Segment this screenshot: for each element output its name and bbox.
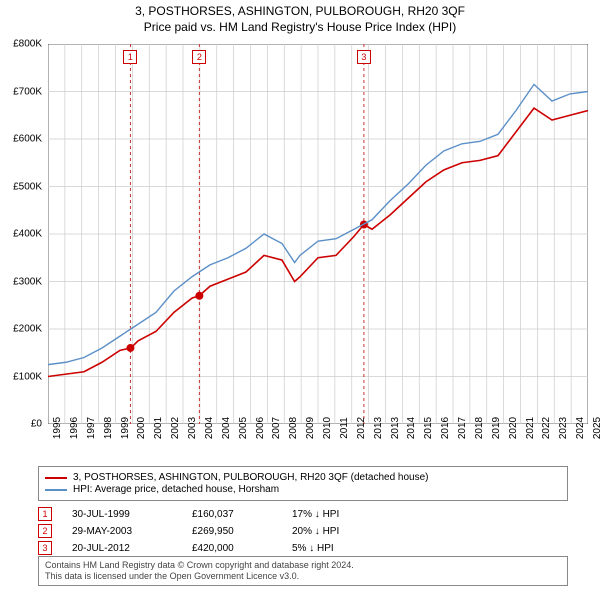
transaction-vs-hpi: 5% ↓ HPI [292,543,382,554]
chart-title-address: 3, POSTHORSES, ASHINGTON, PULBOROUGH, RH… [0,4,600,18]
transaction-date: 20-JUL-2012 [72,543,172,554]
transactions-table: 1 30-JUL-1999 £160,037 17% ↓ HPI 2 29-MAY-200… [38,504,568,558]
y-tick-label: £0 [31,419,42,430]
transaction-vs-hpi: 20% ↓ HPI [292,526,382,537]
x-tick-label: 2002 [170,417,181,439]
x-tick-label: 2019 [491,417,502,439]
x-tick-label: 2025 [592,417,600,439]
x-tick-label: 2015 [423,417,434,439]
x-tick-label: 2004 [221,417,232,439]
x-tick-label: 2003 [187,417,198,439]
title-block: 3, POSTHORSES, ASHINGTON, PULBOROUGH, RH… [0,0,600,34]
x-tick-label: 2013 [390,417,401,439]
x-tick-label: 2018 [474,417,485,439]
x-tick-label: 2020 [508,417,519,439]
attribution-footer: Contains HM Land Registry data © Crown c… [38,556,568,586]
y-tick-label: £800K [13,39,42,50]
x-tick-label: 2009 [305,417,316,439]
x-tick-label: 2012 [356,417,367,439]
x-tick-label: 2023 [558,417,569,439]
legend-item: 3, POSTHORSES, ASHINGTON, PULBOROUGH, RH… [45,472,561,483]
transaction-vs-hpi: 17% ↓ HPI [292,509,382,520]
transaction-row: 3 20-JUL-2012 £420,000 5% ↓ HPI [38,541,568,555]
legend-swatch [45,489,67,491]
x-tick-label: 2000 [136,417,147,439]
sale-marker-badge: 2 [192,50,206,64]
footer-line-1: Contains HM Land Registry data © Crown c… [45,560,561,571]
legend-label: 3, POSTHORSES, ASHINGTON, PULBOROUGH, RH… [73,472,429,483]
transaction-price: £160,037 [192,509,272,520]
x-tick-label: 1998 [103,417,114,439]
y-axis-labels: £0£100K£200K£300K£400K£500K£600K£700K£80… [0,44,46,424]
x-tick-label: 2021 [525,417,536,439]
x-tick-label: 2008 [288,417,299,439]
chart-title-subtitle: Price paid vs. HM Land Registry's House … [0,20,600,34]
y-tick-label: £300K [13,276,42,287]
transaction-row: 1 30-JUL-1999 £160,037 17% ↓ HPI [38,507,568,521]
x-tick-label: 2007 [271,417,282,439]
legend-swatch [45,477,67,479]
y-tick-label: £600K [13,134,42,145]
x-tick-label: 2011 [339,417,350,439]
transaction-date: 29-MAY-2003 [72,526,172,537]
y-tick-label: £500K [13,181,42,192]
x-axis-labels: 1995199619971998199920002001200220032004… [48,426,588,466]
x-tick-label: 2006 [255,417,266,439]
sale-marker-badge: 3 [357,50,371,64]
chart-container: 3, POSTHORSES, ASHINGTON, PULBOROUGH, RH… [0,0,600,590]
x-tick-label: 2022 [541,417,552,439]
y-tick-label: £200K [13,324,42,335]
y-tick-label: £100K [13,371,42,382]
transaction-date: 30-JUL-1999 [72,509,172,520]
x-tick-label: 1997 [86,417,97,439]
x-tick-label: 2013 [373,417,384,439]
transaction-badge: 3 [38,541,52,555]
transaction-price: £420,000 [192,543,272,554]
transaction-price: £269,950 [192,526,272,537]
x-tick-label: 1996 [69,417,80,439]
chart-plot-area [48,44,588,424]
legend-label: HPI: Average price, detached house, Hors… [73,484,279,495]
x-tick-label: 2017 [457,417,468,439]
x-tick-label: 2014 [406,417,417,439]
legend: 3, POSTHORSES, ASHINGTON, PULBOROUGH, RH… [38,466,568,501]
x-tick-label: 2005 [238,417,249,439]
transaction-badge: 1 [38,507,52,521]
chart-svg [48,44,588,424]
x-tick-label: 2004 [204,417,215,439]
x-tick-label: 1995 [52,417,63,439]
y-tick-label: £700K [13,86,42,97]
footer-line-2: This data is licensed under the Open Gov… [45,571,561,582]
x-tick-label: 2024 [575,417,586,439]
transaction-badge: 2 [38,524,52,538]
x-tick-label: 2001 [153,417,164,439]
x-tick-label: 2010 [322,417,333,439]
x-tick-label: 2016 [440,417,451,439]
y-tick-label: £400K [13,229,42,240]
x-tick-label: 1999 [120,417,131,439]
transaction-row: 2 29-MAY-2003 £269,950 20% ↓ HPI [38,524,568,538]
legend-item: HPI: Average price, detached house, Hors… [45,484,561,495]
sale-marker-badge: 1 [123,50,137,64]
